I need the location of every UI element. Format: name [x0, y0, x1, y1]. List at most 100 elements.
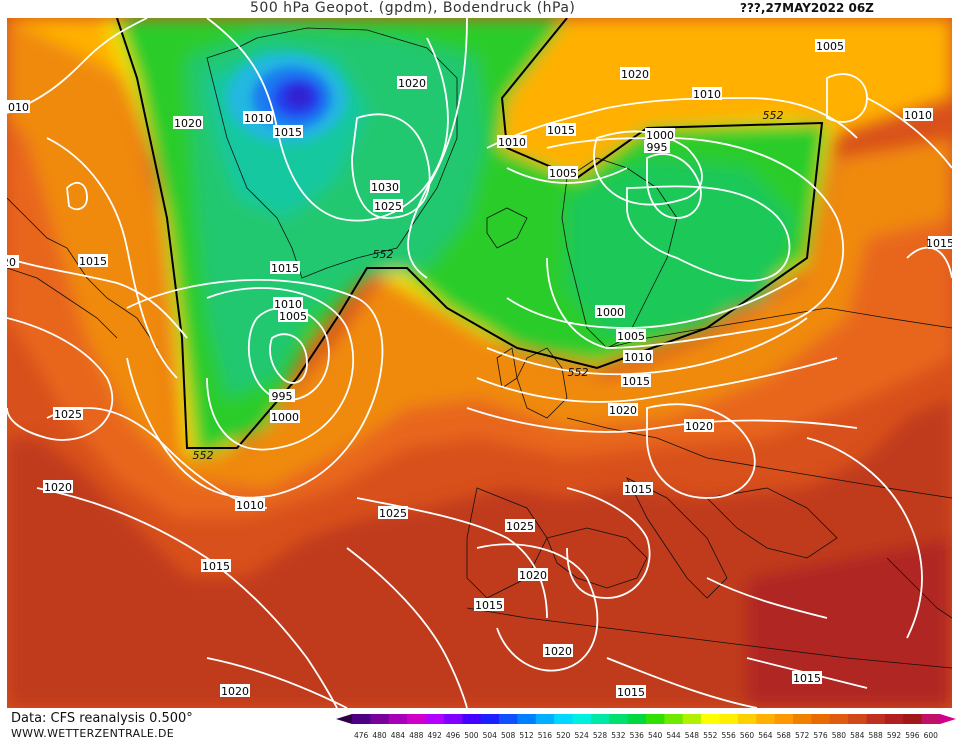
pressure-label: 1010	[235, 498, 265, 512]
pressure-label: 1015	[270, 261, 300, 275]
pressure-label: 1005	[278, 309, 308, 323]
pressure-label-text: 1025	[506, 520, 534, 533]
legend-level-label: 532	[611, 731, 626, 740]
pressure-label-text: 1025	[374, 200, 402, 213]
pressure-label: 1020	[173, 116, 203, 130]
pressure-label-text: 1010	[244, 112, 272, 125]
pressure-label: 1000	[645, 128, 675, 142]
legend-level-label: 560	[740, 731, 755, 740]
pressure-label-text: 1015	[793, 672, 821, 685]
pressure-label: 1015	[201, 559, 231, 573]
legend-swatch	[793, 714, 812, 724]
pressure-label: 1025	[53, 407, 83, 421]
legend-level-label: 492	[428, 731, 443, 740]
legend-level-label: 556	[722, 731, 737, 740]
pressure-label: 1000	[270, 410, 300, 424]
legend-level-label: 500	[464, 731, 479, 740]
legend-level-label: 584	[850, 731, 865, 740]
pressure-label-text: 1015	[79, 255, 107, 268]
pressure-label-text: 1025	[54, 408, 82, 421]
pressure-label-text: 1020	[685, 420, 713, 433]
legend-swatch	[535, 714, 555, 724]
pressure-label-text: 1020	[621, 68, 649, 81]
website-label: WWW.WETTERZENTRALE.DE	[11, 727, 174, 740]
isobar-labels: 1010 1020 1015 1010 1015 1020 1030 1025 …	[7, 39, 952, 699]
pressure-label-text: 1015	[274, 126, 302, 139]
legend-swatch	[719, 714, 739, 724]
pressure-label-text: 1020	[44, 481, 72, 494]
legend-swatch	[921, 714, 941, 724]
pressure-label: 995	[269, 389, 295, 403]
legend-swatch	[609, 714, 629, 724]
pressure-label: 1020	[220, 684, 250, 698]
legend-swatch	[848, 714, 867, 724]
legend-level-label: 512	[519, 731, 534, 740]
pressure-label-text: 1010	[7, 101, 29, 114]
pressure-label-text: 1000	[596, 306, 624, 319]
pressure-label-text: 1010	[693, 88, 721, 101]
pressure-label-text: 1005	[279, 310, 307, 323]
pressure-label-text: 1020	[174, 117, 202, 130]
legend-level-label: 528	[593, 731, 608, 740]
legend-level-label: 540	[648, 731, 663, 740]
geopotential-label: 552	[193, 449, 214, 462]
legend-level-label: 592	[887, 731, 902, 740]
pressure-label-text: 995	[647, 141, 668, 154]
legend-level-label: 536	[630, 731, 645, 740]
legend-level-label: 476	[354, 731, 369, 740]
pressure-label: 1015	[273, 125, 303, 139]
legend-swatch	[627, 714, 647, 724]
legend-swatch	[866, 714, 886, 724]
legend-level-label: 548	[685, 731, 700, 740]
legend-level-label: 568	[777, 731, 792, 740]
pressure-label: 1020	[620, 67, 650, 81]
pressure-label-text: 1030	[371, 181, 399, 194]
legend-swatch	[701, 714, 720, 724]
pressure-label: 1015	[546, 123, 576, 137]
legend-level-label: 580	[832, 731, 847, 740]
legend-swatch	[811, 714, 831, 724]
pressure-label-text: 1000	[271, 411, 299, 424]
legend-swatch	[370, 714, 390, 724]
legend-swatch	[590, 714, 610, 724]
pressure-label: 1010	[7, 100, 30, 114]
pressure-label-text: 1020	[544, 645, 572, 658]
legend-swatch	[352, 714, 371, 724]
pressure-label: 1005	[548, 166, 578, 180]
pressure-label-text: 1015	[202, 560, 230, 573]
legend-level-label: 508	[501, 731, 516, 740]
pressure-label-text: 1010	[904, 109, 932, 122]
legend-level-label: 544	[666, 731, 681, 740]
pressure-label: 1010	[903, 108, 933, 122]
legend-level-label: 572	[795, 731, 810, 740]
geopotential-label: 552	[373, 248, 394, 261]
pressure-label: 1020	[43, 480, 73, 494]
legend-swatch	[425, 714, 445, 724]
pressure-label: 1015	[616, 685, 646, 699]
geopotential-labels: 552 552 552 552	[193, 109, 784, 462]
pressure-label: 1015	[926, 236, 952, 250]
legend-arrow-left	[336, 714, 352, 724]
pressure-label-text: 1010	[498, 136, 526, 149]
legend-level-label: 496	[446, 731, 461, 740]
legend-level-label: 588	[869, 731, 884, 740]
pressure-label: 1015	[474, 598, 504, 612]
pressure-label: 1010	[497, 135, 527, 149]
pressure-label-text: 1015	[547, 124, 575, 137]
legend-level-label: 576	[813, 731, 828, 740]
legend-level-label: 600	[924, 731, 939, 740]
pressure-label: 1010	[273, 297, 303, 311]
legend-level-label: 504	[483, 731, 498, 740]
pressure-label-text: 1020	[609, 404, 637, 417]
legend-swatch	[443, 714, 463, 724]
contour-552-line	[116, 18, 824, 449]
legend-level-label: 488	[409, 731, 424, 740]
legend-swatch	[388, 714, 408, 724]
legend-swatch	[756, 714, 776, 724]
pressure-label: 1025	[505, 519, 535, 533]
geopotential-label: 552	[568, 366, 589, 379]
pressure-label-text: 1015	[624, 483, 652, 496]
pressure-label-text: 1020	[519, 569, 547, 582]
pressure-label-text: 1015	[926, 237, 952, 250]
legend-swatch	[903, 714, 923, 724]
